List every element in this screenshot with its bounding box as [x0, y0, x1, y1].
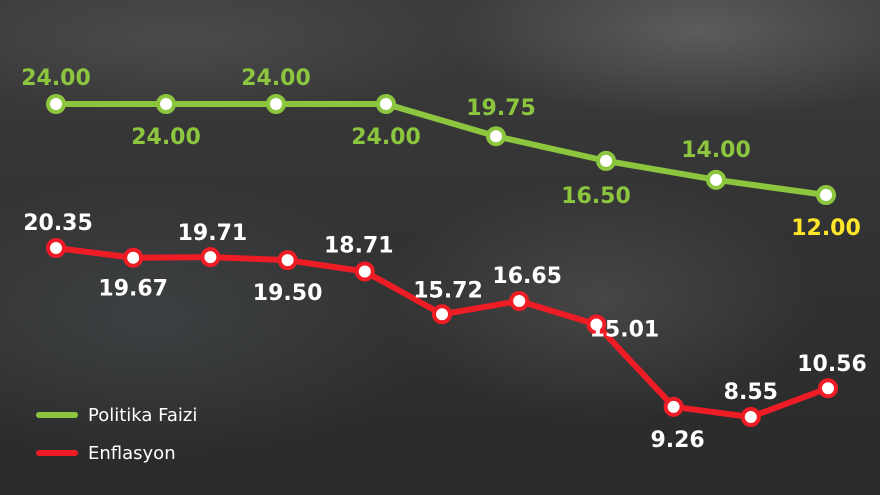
enflasyon-point-0	[46, 238, 66, 258]
enflasyon-data-label-10: 10.56	[797, 352, 867, 377]
legend-label: Politika Faizi	[88, 404, 198, 426]
politika-faizi-line	[53, 101, 829, 198]
enflasyon-point-10	[818, 378, 838, 399]
enflasyon-point-7	[586, 314, 607, 335]
enflasyon-data-label-3: 19.50	[253, 281, 323, 306]
enflasyon-point-5	[432, 304, 452, 325]
legend-swatch-green	[36, 412, 78, 418]
politika-faizi-data-label-0: 24.00	[21, 66, 91, 91]
enflasyon-data-label-8: 9.26	[650, 428, 704, 453]
enflasyon-point-9	[740, 407, 761, 427]
politika-faizi-data-label-7: 12.00	[791, 216, 861, 241]
enflasyon-line	[53, 245, 831, 420]
politika-faizi-point-4	[486, 126, 506, 147]
politika-faizi-data-label-6: 14.00	[681, 138, 751, 163]
enflasyon-data-label-4: 18.71	[324, 233, 394, 258]
legend-item-politika-faizi: Politika Faizi	[36, 396, 197, 434]
legend-swatch-red	[36, 450, 78, 456]
politika-faizi-data-label-1: 24.00	[131, 125, 201, 150]
politika-faizi-data-label-3: 24.00	[351, 125, 421, 150]
enflasyon-data-label-9: 8.55	[724, 380, 778, 405]
enflasyon-point-2	[200, 247, 221, 268]
politika-faizi-data-label-4: 19.75	[466, 96, 536, 121]
enflasyon-data-label-7: 15.01	[590, 317, 660, 342]
enflasyon-data-label-6: 16.65	[492, 264, 562, 289]
enflasyon-point-4	[354, 261, 375, 282]
politika-faizi-data-label-5: 16.50	[561, 184, 631, 209]
enflasyon-data-label-5: 15.72	[413, 278, 483, 303]
enflasyon-data-label-2: 19.71	[178, 221, 248, 246]
politika-faizi-point-0	[46, 94, 66, 114]
politika-faizi-data-label-2: 24.00	[241, 66, 311, 91]
enflasyon-data-label-1: 19.67	[98, 277, 168, 302]
politika-faizi-point-2	[266, 94, 286, 114]
enflasyon-point-3	[277, 250, 298, 271]
politika-faizi-point-1	[156, 94, 176, 114]
politika-faizi-point-6	[706, 169, 726, 190]
politika-faizi-point-5	[596, 150, 616, 171]
politika-faizi-point-7	[816, 185, 836, 205]
legend-item-enflasyon: Enflasyon	[36, 434, 197, 472]
politika-faizi-point-3	[376, 94, 396, 114]
enflasyon-point-1	[123, 247, 144, 268]
enflasyon-point-6	[509, 290, 530, 311]
legend-label: Enflasyon	[88, 442, 176, 464]
enflasyon-data-label-0: 20.35	[23, 211, 93, 236]
enflasyon-point-8	[663, 396, 684, 417]
legend: Politika Faizi Enflasyon	[36, 396, 197, 472]
